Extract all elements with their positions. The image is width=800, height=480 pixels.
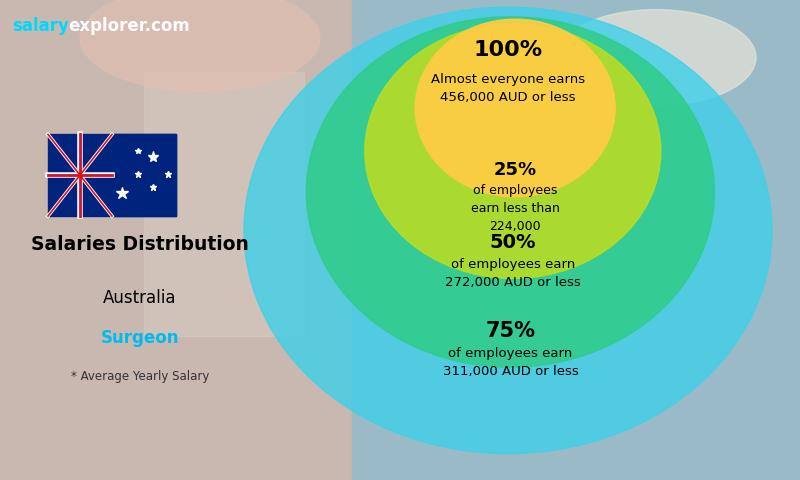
Text: * Average Yearly Salary: * Average Yearly Salary: [71, 370, 209, 384]
Bar: [48, 134, 176, 216]
Ellipse shape: [415, 19, 615, 197]
Text: Almost everyone earns
456,000 AUD or less: Almost everyone earns 456,000 AUD or les…: [431, 73, 585, 104]
Ellipse shape: [556, 10, 756, 106]
Text: Australia: Australia: [103, 288, 177, 307]
Bar: [112, 134, 176, 216]
Bar: [144, 72, 304, 336]
Ellipse shape: [80, 0, 320, 91]
Ellipse shape: [244, 7, 772, 454]
Bar: [352, 0, 800, 480]
Ellipse shape: [365, 24, 661, 278]
Text: 25%: 25%: [494, 161, 537, 180]
Bar: [0, 0, 352, 480]
Text: salary: salary: [12, 17, 69, 35]
Ellipse shape: [306, 17, 714, 367]
Text: 75%: 75%: [486, 321, 535, 341]
Text: of employees earn
272,000 AUD or less: of employees earn 272,000 AUD or less: [445, 258, 581, 289]
Text: Salaries Distribution: Salaries Distribution: [31, 235, 249, 254]
Text: 100%: 100%: [474, 40, 542, 60]
Text: of employees
earn less than
224,000: of employees earn less than 224,000: [470, 184, 560, 233]
Text: 50%: 50%: [490, 233, 536, 252]
Text: Surgeon: Surgeon: [101, 329, 179, 348]
Text: of employees earn
311,000 AUD or less: of employees earn 311,000 AUD or less: [442, 347, 578, 378]
Text: explorer.com: explorer.com: [68, 17, 190, 35]
